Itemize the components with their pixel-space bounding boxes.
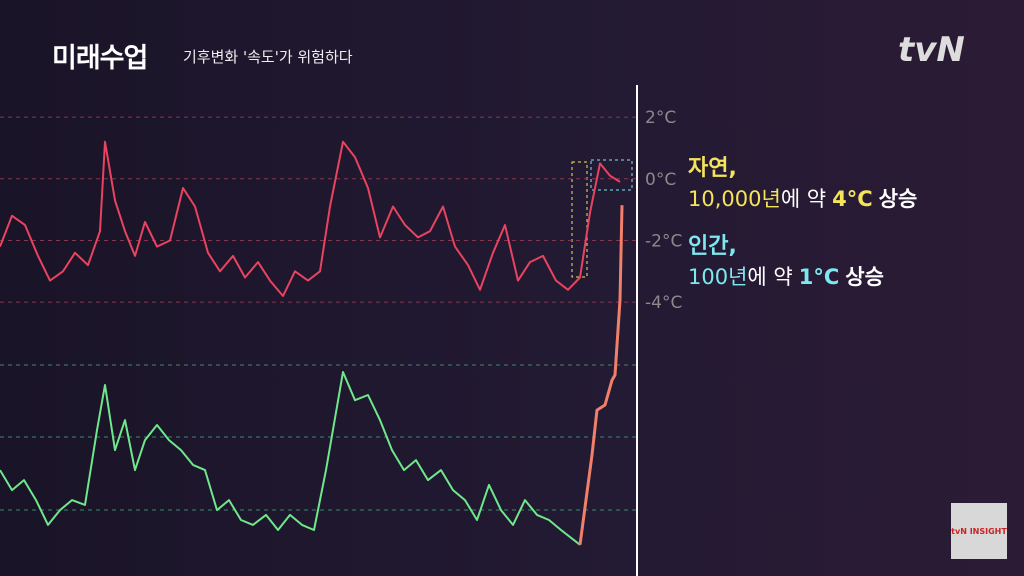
annotation: 자연, 10,000년에 약 4°C 상승 — [688, 154, 917, 214]
annotation-heading: 자연, — [688, 156, 737, 181]
annotation-text: 1°C — [798, 265, 840, 289]
y-tick-label: 2°C — [645, 108, 676, 128]
annotation-text: 에 약 — [747, 265, 793, 289]
annotation-text: 상승 — [845, 265, 884, 289]
annotation-text: 100년 — [688, 265, 748, 289]
y-tick-label: -4°C — [645, 293, 682, 313]
annotation-line: 10,000년에 약 4°C 상승 — [688, 184, 917, 214]
annotation: 인간, 100년에 약 1°C 상승 — [688, 232, 884, 292]
series-line — [0, 371, 581, 546]
highlight-box — [590, 159, 633, 191]
annotation-text: 상승 — [878, 187, 918, 211]
subtitle: 기후변화 '속도'가 위험하다 — [183, 48, 353, 66]
badge: tvN INSIGHT — [951, 503, 1007, 559]
program-logo: 미래수업 — [52, 43, 148, 74]
series-line — [578, 205, 624, 545]
channel-logo: tvN — [898, 30, 965, 70]
y-tick-label: -2°C — [645, 231, 682, 251]
annotation-text: 10,000년 — [688, 187, 781, 211]
highlight-box — [571, 161, 588, 278]
annotation-text: 4°C — [832, 187, 873, 211]
annotation-line: 100년에 약 1°C 상승 — [688, 262, 884, 292]
annotation-heading: 인간, — [688, 234, 737, 259]
y-tick-label: 0°C — [645, 170, 676, 190]
series-line — [0, 140, 621, 297]
annotation-text: 에 약 — [780, 187, 827, 211]
